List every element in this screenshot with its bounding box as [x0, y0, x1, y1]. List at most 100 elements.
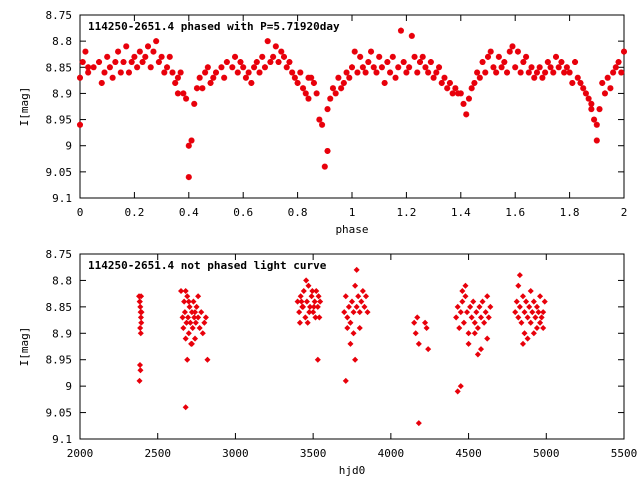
data-point [381, 79, 388, 86]
data-point [479, 59, 486, 66]
data-point [433, 69, 440, 76]
y-tick-label: 8.85 [46, 61, 73, 74]
data-point [384, 59, 391, 66]
data-point [395, 64, 402, 71]
data-point [245, 69, 252, 76]
data-point [621, 48, 627, 55]
data-point [463, 111, 470, 118]
data-point [547, 64, 554, 71]
data-point [425, 346, 432, 353]
data-point [531, 74, 538, 81]
data-point [166, 53, 173, 60]
data-point [237, 59, 244, 66]
data-point [191, 309, 199, 316]
data-point [321, 163, 328, 170]
data-point [332, 90, 339, 97]
data-point [178, 287, 185, 295]
data-point [310, 303, 317, 310]
data-point [362, 293, 370, 300]
data-point [202, 69, 209, 76]
data-point [196, 324, 203, 332]
data-point [101, 69, 108, 76]
data-point [309, 287, 316, 295]
data-point [538, 314, 545, 321]
data-point [527, 319, 534, 326]
data-point [370, 64, 377, 71]
data-point [187, 319, 194, 326]
data-point [378, 64, 385, 71]
data-point [506, 48, 513, 55]
data-point [335, 74, 342, 81]
data-point [201, 319, 208, 326]
data-point [558, 59, 565, 66]
data-point [376, 53, 383, 60]
data-point [533, 69, 540, 76]
data-point [468, 314, 475, 321]
data-point [302, 314, 309, 321]
data-point [599, 79, 606, 86]
data-point [474, 324, 481, 332]
x-tick-label: 2500 [144, 447, 171, 460]
data-point [85, 69, 92, 76]
data-point [515, 314, 522, 321]
data-point [615, 59, 622, 66]
data-point [198, 309, 205, 316]
data-point [427, 59, 434, 66]
data-point [484, 335, 491, 342]
data-point [501, 59, 508, 66]
data-point [417, 59, 423, 66]
data-point [368, 48, 375, 55]
data-point [112, 59, 119, 66]
data-point [419, 53, 426, 60]
data-point [199, 85, 206, 92]
plot-frame [79, 253, 625, 440]
data-point [300, 303, 307, 310]
data-point [261, 64, 268, 71]
data-point [582, 90, 589, 97]
data-point [373, 69, 380, 76]
data-point [512, 64, 519, 71]
data-point [164, 64, 171, 71]
x-tick-label: 0.4 [179, 206, 199, 219]
data-point [117, 69, 124, 76]
data-point [482, 309, 489, 316]
data-point [158, 53, 165, 60]
y-tick-label: 9 [65, 140, 72, 153]
data-point [180, 324, 187, 332]
data-point [524, 335, 531, 342]
x-tick-label: 5000 [533, 447, 560, 460]
unphased-light-curve-panel: 2000 2500 3000 3500 4000 4500 5000 5500 8.75 8.8 8… [18, 248, 637, 477]
data-point [593, 121, 600, 128]
data-point [204, 356, 211, 363]
data-point [498, 64, 505, 71]
data-point [532, 314, 539, 321]
data-point [348, 298, 356, 305]
data-point [462, 282, 469, 289]
data-point [588, 106, 595, 113]
data-point [536, 64, 543, 71]
data-point [430, 74, 437, 81]
data-point [289, 69, 296, 76]
data-point [521, 309, 528, 316]
data-point [183, 95, 190, 102]
y-tick-label: 8.9 [52, 327, 72, 340]
data-point [311, 298, 318, 305]
data-point [138, 319, 145, 326]
data-point [460, 100, 467, 107]
data-point [317, 298, 324, 305]
data-point [297, 69, 304, 76]
data-point [312, 314, 319, 321]
data-point [181, 309, 188, 316]
data-point [495, 53, 502, 60]
data-point [593, 137, 600, 144]
data-point [485, 53, 491, 60]
data-point [291, 74, 298, 81]
data-point [513, 298, 520, 305]
data-point [444, 85, 451, 92]
data-point [555, 64, 562, 71]
y-tick-label: 8.75 [46, 248, 73, 261]
data-point [544, 59, 551, 66]
data-point [561, 69, 568, 76]
data-point [177, 69, 184, 76]
